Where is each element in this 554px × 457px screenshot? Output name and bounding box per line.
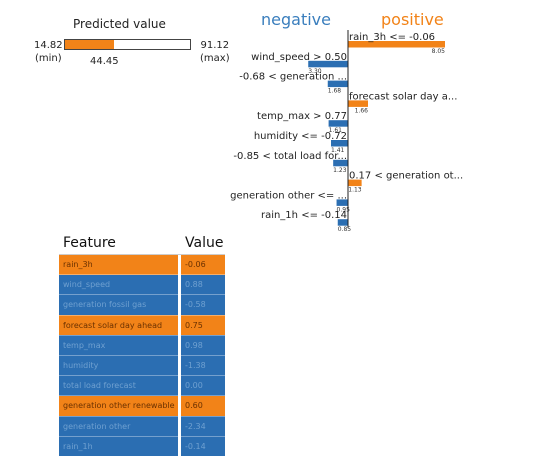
table-row: humidity -1.38 [59,355,225,377]
contribution-value-label: 1.23 [333,167,347,174]
feature-value-table: Feature Value rain_3h -0.06 wind_speed 0.88… [59,232,225,457]
table-cell-value: -0.58 [181,294,225,316]
predicted-value-title: Predicted value [73,17,166,31]
table-row: rain_1h -0.14 [59,436,225,457]
contribution-bar [348,41,445,48]
contribution-bar [331,140,348,147]
feature-label: 0.17 < generation ot... [349,171,463,182]
predicted-value-number: 44.45 [90,56,119,67]
table-row: generation other renewable 0.60 [59,395,225,417]
table-header-gap [178,232,181,255]
table-cell-gap [178,254,181,276]
table-row: forecast solar day ahead 0.75 [59,315,225,336]
feature-label: humidity <= -0.72 [254,131,347,142]
contribution-value-label: 1.61 [329,127,343,134]
predicted-value-fill [65,40,114,49]
contribution-value-label: 8.05 [432,48,446,55]
table-cell-feature: humidity [59,355,178,377]
table-row: temp_max 0.98 [59,335,225,356]
table-cell-value: -0.14 [181,436,225,457]
contribution-value-label: 1.66 [355,107,369,114]
contribution-bar [348,100,369,107]
predicted-min-value: 14.82 [34,40,63,51]
table-cell-feature: forecast solar day ahead [59,315,178,336]
table-cell-value: 0.98 [181,335,225,356]
positive-header: positive [381,10,444,29]
feature-label: wind_speed > 0.50 [251,52,347,63]
table-cell-value: -0.06 [181,254,225,276]
contribution-bar [337,219,348,226]
contribution-bar [328,120,348,127]
feature-contribution-chart: rain_3h <= -0.06 8.05 wind_speed > 0.50 3.3… [230,30,463,233]
table-header-row: Feature Value [59,232,225,255]
table-cell-feature: generation fossil gas [59,294,178,316]
table-row: generation other -2.34 [59,416,225,437]
negative-header: negative [261,10,331,29]
table-cell-gap [178,294,181,316]
feature-label: -0.85 < total load for... [233,151,347,162]
predicted-value-bar [64,39,191,50]
feature-label: generation other <= ... [230,190,347,201]
table-header-value: Value [181,232,225,255]
table-cell-value: 0.00 [181,375,225,397]
table-body: rain_3h -0.06 wind_speed 0.88 generation fos… [59,254,225,457]
predicted-max: 91.12 (max) [200,39,230,65]
feature-label: temp_max > 0.77 [257,111,347,122]
table-cell-feature: rain_1h [59,436,178,457]
table-cell-feature: total load forecast [59,375,178,397]
contribution-value-label: 0.95 [337,206,351,213]
feature-label: rain_1h <= -0.14 [261,210,347,221]
table-cell-gap [178,315,181,336]
table-cell-value: 0.88 [181,274,225,296]
contribution-value-label: 1.41 [331,147,345,154]
contribution-value-label: 1.68 [328,88,342,95]
table-cell-value: -1.38 [181,355,225,377]
contribution-value-label: 1.13 [348,187,362,194]
predicted-max-value: 91.12 [200,40,230,51]
table-cell-feature: generation other renewable [59,395,178,417]
table-row: total load forecast 0.00 [59,375,225,397]
contribution-value-label: 3.30 [308,68,322,75]
contribution-bar [336,199,348,206]
table-cell-feature: temp_max [59,335,178,356]
contribution-bar [333,159,348,167]
table-cell-feature: wind_speed [59,274,178,296]
predicted-min: 14.82 (min) [34,39,63,65]
predicted-max-note: (max) [200,53,230,64]
table-cell-feature: rain_3h [59,254,178,276]
table-cell-gap [178,274,181,296]
table-cell-gap [178,395,181,417]
table-cell-gap [178,335,181,356]
predicted-min-note: (min) [34,53,62,64]
table-cell-value: -2.34 [181,416,225,437]
feature-label: -0.68 < generation ... [239,72,347,83]
contribution-bar [308,60,348,68]
feature-label: forecast solar day a... [349,91,457,102]
table-header-feature: Feature [59,232,178,255]
table-cell-feature: generation other [59,416,178,437]
table-row: generation fossil gas -0.58 [59,294,225,316]
table-cell-gap [178,375,181,397]
contribution-bar [327,80,348,88]
contribution-bar [348,179,362,187]
table-cell-gap [178,355,181,377]
table-row: rain_3h -0.06 [59,254,225,276]
contribution-value-label: 0.85 [338,226,352,233]
feature-label: rain_3h <= -0.06 [349,32,435,43]
table-cell-value: 0.60 [181,395,225,417]
table-cell-value: 0.75 [181,315,225,336]
table-row: wind_speed 0.88 [59,274,225,296]
